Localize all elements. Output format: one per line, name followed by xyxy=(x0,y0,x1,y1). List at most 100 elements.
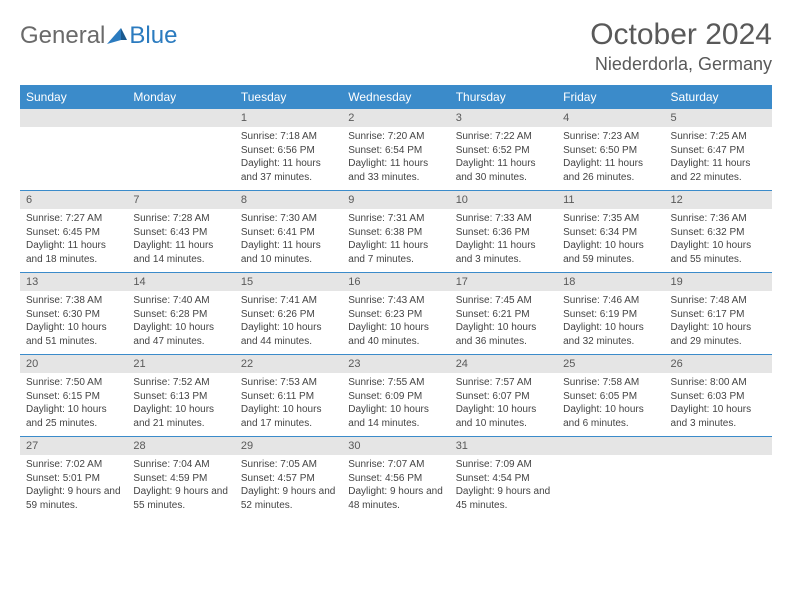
week-row: 1Sunrise: 7:18 AMSunset: 6:56 PMDaylight… xyxy=(20,108,772,190)
day-number: 22 xyxy=(235,355,342,373)
day-body xyxy=(127,127,234,183)
week-row: 6Sunrise: 7:27 AMSunset: 6:45 PMDaylight… xyxy=(20,190,772,272)
sunset-text: Sunset: 6:36 PM xyxy=(456,226,551,240)
daylight-text: Daylight: 10 hours and 6 minutes. xyxy=(563,403,658,430)
daylight-text: Daylight: 11 hours and 26 minutes. xyxy=(563,157,658,184)
day-number: 2 xyxy=(342,109,449,127)
sunrise-text: Sunrise: 7:33 AM xyxy=(456,212,551,226)
sunset-text: Sunset: 6:15 PM xyxy=(26,390,121,404)
day-number: 31 xyxy=(450,437,557,455)
day-cell: 1Sunrise: 7:18 AMSunset: 6:56 PMDaylight… xyxy=(235,109,342,191)
sunset-text: Sunset: 6:05 PM xyxy=(563,390,658,404)
day-cell: 9Sunrise: 7:31 AMSunset: 6:38 PMDaylight… xyxy=(342,191,449,273)
daylight-text: Daylight: 10 hours and 10 minutes. xyxy=(456,403,551,430)
day-cell: 17Sunrise: 7:45 AMSunset: 6:21 PMDayligh… xyxy=(450,273,557,355)
day-body: Sunrise: 7:22 AMSunset: 6:52 PMDaylight:… xyxy=(450,127,557,190)
day-body: Sunrise: 7:53 AMSunset: 6:11 PMDaylight:… xyxy=(235,373,342,436)
day-number: 23 xyxy=(342,355,449,373)
day-number xyxy=(127,109,234,127)
sunrise-text: Sunrise: 7:18 AM xyxy=(241,130,336,144)
day-body: Sunrise: 7:33 AMSunset: 6:36 PMDaylight:… xyxy=(450,209,557,272)
sunset-text: Sunset: 6:34 PM xyxy=(563,226,658,240)
calendar-table: Sunday Monday Tuesday Wednesday Thursday… xyxy=(20,85,772,108)
day-body: Sunrise: 7:07 AMSunset: 4:56 PMDaylight:… xyxy=(342,455,449,518)
daylight-text: Daylight: 10 hours and 14 minutes. xyxy=(348,403,443,430)
logo-sail-icon xyxy=(107,28,127,44)
day-cell: 13Sunrise: 7:38 AMSunset: 6:30 PMDayligh… xyxy=(20,273,127,355)
day-number: 5 xyxy=(665,109,772,127)
day-number: 21 xyxy=(127,355,234,373)
day-number: 7 xyxy=(127,191,234,209)
sunrise-text: Sunrise: 7:35 AM xyxy=(563,212,658,226)
daylight-text: Daylight: 11 hours and 18 minutes. xyxy=(26,239,121,266)
sunrise-text: Sunrise: 7:45 AM xyxy=(456,294,551,308)
day-body: Sunrise: 7:58 AMSunset: 6:05 PMDaylight:… xyxy=(557,373,664,436)
daylight-text: Daylight: 10 hours and 17 minutes. xyxy=(241,403,336,430)
day-number: 30 xyxy=(342,437,449,455)
day-body: Sunrise: 7:40 AMSunset: 6:28 PMDaylight:… xyxy=(127,291,234,354)
week-row: 20Sunrise: 7:50 AMSunset: 6:15 PMDayligh… xyxy=(20,354,772,436)
day-body: Sunrise: 7:23 AMSunset: 6:50 PMDaylight:… xyxy=(557,127,664,190)
sunset-text: Sunset: 6:19 PM xyxy=(563,308,658,322)
day-cell: 11Sunrise: 7:35 AMSunset: 6:34 PMDayligh… xyxy=(557,191,664,273)
day-number: 12 xyxy=(665,191,772,209)
sunrise-text: Sunrise: 7:40 AM xyxy=(133,294,228,308)
day-cell: 26Sunrise: 8:00 AMSunset: 6:03 PMDayligh… xyxy=(665,355,772,437)
day-cell: 6Sunrise: 7:27 AMSunset: 6:45 PMDaylight… xyxy=(20,191,127,273)
daylight-text: Daylight: 10 hours and 59 minutes. xyxy=(563,239,658,266)
day-number xyxy=(665,437,772,455)
day-number: 25 xyxy=(557,355,664,373)
day-body: Sunrise: 7:05 AMSunset: 4:57 PMDaylight:… xyxy=(235,455,342,518)
sunset-text: Sunset: 6:43 PM xyxy=(133,226,228,240)
sunset-text: Sunset: 6:11 PM xyxy=(241,390,336,404)
daylight-text: Daylight: 10 hours and 21 minutes. xyxy=(133,403,228,430)
sunrise-text: Sunrise: 7:05 AM xyxy=(241,458,336,472)
day-number: 13 xyxy=(20,273,127,291)
sunset-text: Sunset: 6:54 PM xyxy=(348,144,443,158)
month-title: October 2024 xyxy=(590,18,772,52)
daylight-text: Daylight: 10 hours and 36 minutes. xyxy=(456,321,551,348)
sunset-text: Sunset: 6:13 PM xyxy=(133,390,228,404)
sunset-text: Sunset: 6:50 PM xyxy=(563,144,658,158)
header: General Blue October 2024 Niederdorla, G… xyxy=(20,18,772,75)
day-body xyxy=(20,127,127,183)
sunrise-text: Sunrise: 7:28 AM xyxy=(133,212,228,226)
day-cell: 19Sunrise: 7:48 AMSunset: 6:17 PMDayligh… xyxy=(665,273,772,355)
daylight-text: Daylight: 9 hours and 45 minutes. xyxy=(456,485,551,512)
daylight-text: Daylight: 11 hours and 7 minutes. xyxy=(348,239,443,266)
sunset-text: Sunset: 6:56 PM xyxy=(241,144,336,158)
day-body: Sunrise: 7:09 AMSunset: 4:54 PMDaylight:… xyxy=(450,455,557,518)
day-cell: 30Sunrise: 7:07 AMSunset: 4:56 PMDayligh… xyxy=(342,437,449,519)
sunset-text: Sunset: 6:07 PM xyxy=(456,390,551,404)
day-number: 27 xyxy=(20,437,127,455)
daylight-text: Daylight: 11 hours and 33 minutes. xyxy=(348,157,443,184)
day-cell: 2Sunrise: 7:20 AMSunset: 6:54 PMDaylight… xyxy=(342,109,449,191)
day-cell: 5Sunrise: 7:25 AMSunset: 6:47 PMDaylight… xyxy=(665,109,772,191)
day-cell: 4Sunrise: 7:23 AMSunset: 6:50 PMDaylight… xyxy=(557,109,664,191)
sunrise-text: Sunrise: 7:57 AM xyxy=(456,376,551,390)
sunrise-text: Sunrise: 7:36 AM xyxy=(671,212,766,226)
day-number: 3 xyxy=(450,109,557,127)
dow-sunday: Sunday xyxy=(20,85,127,108)
day-number: 28 xyxy=(127,437,234,455)
day-cell: 7Sunrise: 7:28 AMSunset: 6:43 PMDaylight… xyxy=(127,191,234,273)
day-body: Sunrise: 8:00 AMSunset: 6:03 PMDaylight:… xyxy=(665,373,772,436)
day-cell: 21Sunrise: 7:52 AMSunset: 6:13 PMDayligh… xyxy=(127,355,234,437)
day-number: 16 xyxy=(342,273,449,291)
dow-friday: Friday xyxy=(557,85,664,108)
sunset-text: Sunset: 6:52 PM xyxy=(456,144,551,158)
daylight-text: Daylight: 9 hours and 52 minutes. xyxy=(241,485,336,512)
day-number xyxy=(20,109,127,127)
day-cell: 31Sunrise: 7:09 AMSunset: 4:54 PMDayligh… xyxy=(450,437,557,519)
sunrise-text: Sunrise: 7:55 AM xyxy=(348,376,443,390)
day-body: Sunrise: 7:30 AMSunset: 6:41 PMDaylight:… xyxy=(235,209,342,272)
sunset-text: Sunset: 4:54 PM xyxy=(456,472,551,486)
day-body: Sunrise: 7:48 AMSunset: 6:17 PMDaylight:… xyxy=(665,291,772,354)
day-body: Sunrise: 7:46 AMSunset: 6:19 PMDaylight:… xyxy=(557,291,664,354)
day-cell: 28Sunrise: 7:04 AMSunset: 4:59 PMDayligh… xyxy=(127,437,234,519)
daylight-text: Daylight: 9 hours and 48 minutes. xyxy=(348,485,443,512)
day-number: 4 xyxy=(557,109,664,127)
day-cell xyxy=(665,437,772,519)
day-cell: 14Sunrise: 7:40 AMSunset: 6:28 PMDayligh… xyxy=(127,273,234,355)
logo-word2: Blue xyxy=(129,22,177,50)
